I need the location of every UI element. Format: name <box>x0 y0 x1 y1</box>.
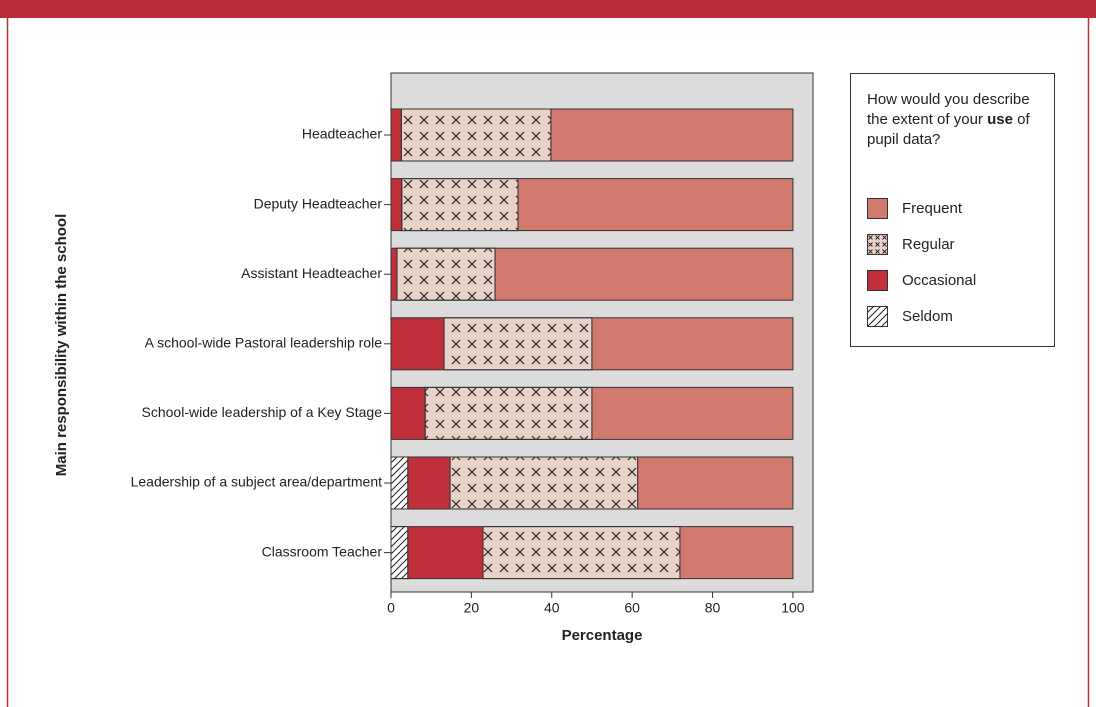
y-tick-label: Classroom Teacher <box>262 543 383 559</box>
bar-pattern <box>400 108 552 162</box>
y-tick-label: School-wide leadership of a Key Stage <box>142 404 383 420</box>
y-tick-label: Deputy Headteacher <box>254 195 383 211</box>
bar-segment <box>390 108 402 162</box>
legend-label: Frequent <box>902 199 963 217</box>
y-axis-label: Main responsibility within the school <box>53 214 70 477</box>
bar-pattern <box>390 456 409 510</box>
bar-segment <box>591 317 794 371</box>
y-tick-label: A school-wide Pastoral leadership role <box>145 335 383 351</box>
bar-segment <box>390 247 398 301</box>
y-tick-label: Assistant Headteacher <box>241 265 382 281</box>
legend-swatch <box>867 269 888 291</box>
bar-segment <box>591 386 794 440</box>
legend-title-part: How would you describe the extent of you… <box>867 91 1030 128</box>
bar-segment <box>407 456 451 510</box>
bar-pattern <box>390 526 409 580</box>
bar-segment <box>679 526 794 580</box>
legend-swatch <box>867 197 888 219</box>
legend-label: Seldom <box>902 307 953 325</box>
legend: How would you describe the extent of you… <box>850 73 1055 347</box>
legend-item: Occasional <box>867 269 976 291</box>
x-tick-label: 100 <box>781 600 805 616</box>
swatch <box>867 269 888 291</box>
legend-title-part: of pupil data? <box>867 111 1030 148</box>
bar-pattern <box>401 178 519 232</box>
legend-swatch <box>867 305 888 327</box>
x-tick-label: 40 <box>544 600 560 616</box>
bar-pattern <box>449 456 639 510</box>
x-tick-label: 0 <box>387 600 395 616</box>
bar-pattern <box>396 247 496 301</box>
legend-label: Regular <box>902 235 955 253</box>
x-tick-label: 80 <box>705 600 721 616</box>
bar-pattern <box>482 526 681 580</box>
y-tick-label: Leadership of a subject area/department <box>131 474 382 490</box>
legend-label: Occasional <box>902 271 977 289</box>
bar-pattern <box>424 386 593 440</box>
legend-item: Seldom <box>867 305 953 327</box>
header-band <box>0 0 1096 18</box>
bar-segment <box>550 108 794 162</box>
bar-segment <box>494 247 794 301</box>
legend-swatch <box>867 233 888 255</box>
swatch-pattern <box>867 233 888 255</box>
legend-item: Regular <box>867 233 955 255</box>
bar-segment <box>390 386 426 440</box>
legend-item: Frequent <box>867 197 962 219</box>
legend-title: How would you describe the extent of you… <box>867 90 1037 150</box>
bar-segment <box>637 456 794 510</box>
bar-segment <box>390 178 403 232</box>
bar-segment <box>407 526 484 580</box>
x-tick-label: 20 <box>464 600 480 616</box>
legend-title-part: use <box>987 111 1013 128</box>
x-axis-label: Percentage <box>562 627 643 644</box>
y-tick-label: Headteacher <box>302 126 383 142</box>
bar-pattern <box>443 317 593 371</box>
swatch <box>867 197 888 219</box>
x-tick-label: 60 <box>624 600 640 616</box>
bar-segment <box>517 178 794 232</box>
swatch-pattern <box>867 305 888 327</box>
bar-segment <box>390 317 445 371</box>
